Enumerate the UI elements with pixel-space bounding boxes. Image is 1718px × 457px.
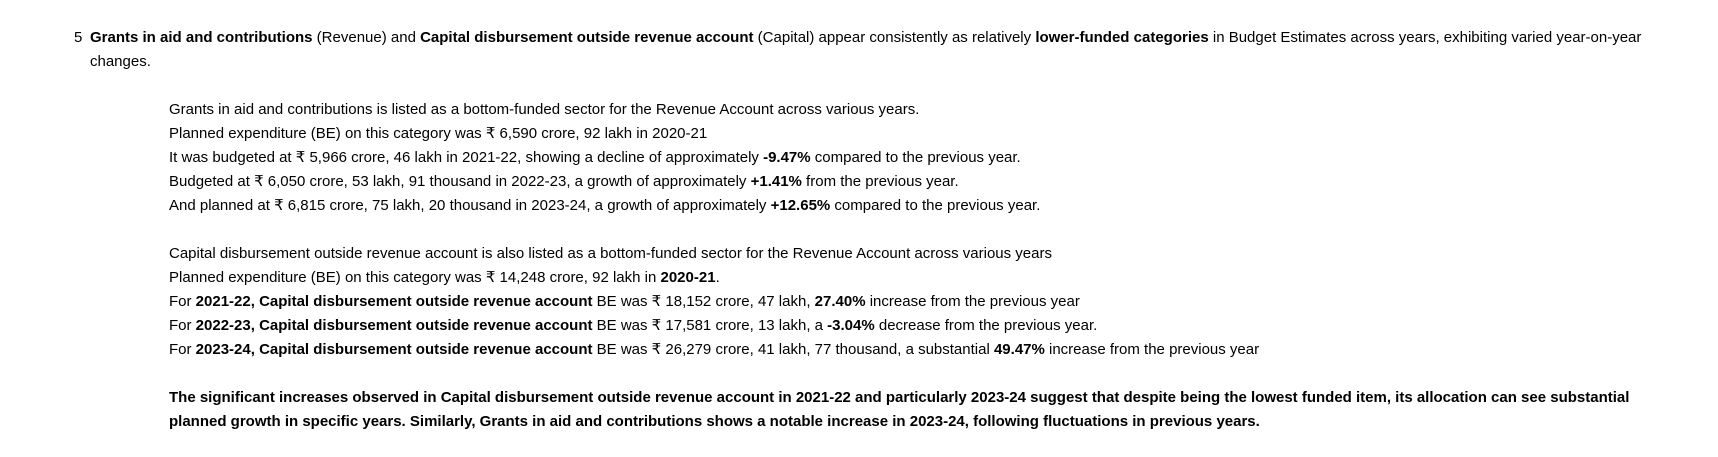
capital-text: For (169, 293, 196, 310)
grants-section: Grants in aid and contributions is liste… (169, 98, 1689, 218)
capital-section: Capital disbursement outside revenue acc… (169, 242, 1689, 362)
summary-section: The significant increases observed in Ca… (169, 386, 1689, 434)
grants-line: Planned expenditure (BE) on this categor… (169, 125, 708, 142)
grants-line: And planned at ₹ 6,815 crore, 75 lakh, 2… (169, 194, 1689, 218)
grants-percent: +1.41% (750, 173, 802, 190)
capital-year: 2022-23 (195, 317, 251, 334)
capital-separator: , (250, 317, 260, 334)
capital-line: For 2023-24, Capital disbursement outsid… (169, 338, 1689, 362)
numbered-point: 5 Grants in aid and contributions (Reven… (74, 26, 1712, 74)
point-text-part: (Capital) appear consistently as relativ… (753, 29, 1036, 46)
point-term-lower-funded: lower-funded categories (1035, 29, 1209, 46)
capital-text: . (715, 269, 720, 286)
capital-percent: 27.40% (814, 293, 866, 310)
capital-line: Planned expenditure (BE) on this categor… (169, 266, 1689, 290)
grants-text: Budgeted at ₹ 6,050 crore, 53 lakh, 91 t… (169, 173, 751, 190)
grants-text: compared to the previous year. (810, 149, 1021, 166)
point-term-grants: Grants in aid and contributions (90, 29, 313, 46)
grants-line: Budgeted at ₹ 6,050 crore, 53 lakh, 91 t… (169, 170, 1689, 194)
grants-percent: +12.65% (770, 197, 831, 214)
capital-text: BE was ₹ 17,581 crore, 13 lakh, a (592, 317, 828, 334)
point-term-capital: Capital disbursement outside revenue acc… (420, 29, 754, 46)
capital-year: 2023-24 (195, 341, 251, 358)
grants-text: compared to the previous year. (830, 197, 1041, 214)
point-text-part: (Revenue) and (312, 29, 421, 46)
capital-year: 2020-21 (660, 269, 716, 286)
capital-text: For (169, 317, 196, 334)
capital-text: increase from the previous year (865, 293, 1080, 310)
capital-category-name: Capital disbursement outside revenue acc… (259, 293, 593, 310)
point-number: 5 (74, 29, 83, 46)
grants-line: Grants in aid and contributions is liste… (169, 101, 920, 118)
capital-percent: -3.04% (827, 317, 875, 334)
grants-text: And planned at ₹ 6,815 crore, 75 lakh, 2… (169, 197, 771, 214)
capital-separator: , (250, 293, 260, 310)
capital-text: Planned expenditure (BE) on this categor… (169, 269, 661, 286)
grants-text: It was budgeted at ₹ 5,966 crore, 46 lak… (169, 149, 764, 166)
capital-line: Capital disbursement outside revenue acc… (169, 245, 1052, 262)
capital-text: decrease from the previous year. (874, 317, 1098, 334)
capital-category-name: Capital disbursement outside revenue acc… (259, 341, 593, 358)
capital-separator: , (250, 341, 260, 358)
capital-text: For (169, 341, 196, 358)
summary-paragraph: The significant increases observed in Ca… (169, 389, 1630, 430)
capital-percent: 49.47% (993, 341, 1045, 358)
grants-text: from the previous year. (801, 173, 959, 190)
capital-text: BE was ₹ 26,279 crore, 41 lakh, 77 thous… (592, 341, 994, 358)
grants-line: It was budgeted at ₹ 5,966 crore, 46 lak… (169, 146, 1689, 170)
capital-line: For 2021-22, Capital disbursement outsid… (169, 290, 1689, 314)
point-text: Grants in aid and contributions (Revenue… (90, 26, 1700, 74)
capital-line: For 2022-23, Capital disbursement outsid… (169, 314, 1689, 338)
point-text-part: in Budget Estimates across years, exhibi… (90, 29, 1642, 70)
capital-text: increase from the previous year (1044, 341, 1260, 358)
capital-text: BE was ₹ 18,152 crore, 47 lakh, (592, 293, 815, 310)
grants-percent: -9.47% (763, 149, 811, 166)
capital-year: 2021-22 (195, 293, 251, 310)
capital-category-name: Capital disbursement outside revenue acc… (259, 317, 593, 334)
